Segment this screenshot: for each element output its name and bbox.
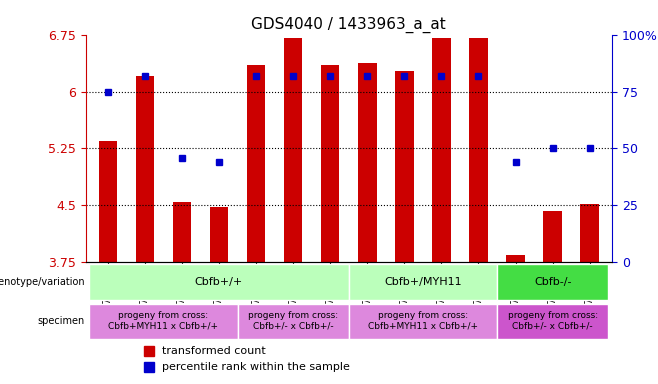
FancyBboxPatch shape bbox=[349, 303, 497, 339]
Bar bbox=[99, 141, 117, 262]
Bar bbox=[506, 255, 525, 262]
Text: Cbfb-/-: Cbfb-/- bbox=[534, 277, 571, 287]
Text: percentile rank within the sample: percentile rank within the sample bbox=[162, 362, 350, 372]
FancyBboxPatch shape bbox=[238, 303, 349, 339]
Bar bbox=[172, 202, 191, 262]
FancyBboxPatch shape bbox=[497, 264, 608, 300]
Bar bbox=[469, 38, 488, 262]
Bar bbox=[284, 38, 303, 262]
Bar bbox=[210, 207, 228, 262]
FancyBboxPatch shape bbox=[89, 264, 349, 300]
Text: genotype/variation: genotype/variation bbox=[0, 277, 85, 287]
FancyBboxPatch shape bbox=[89, 303, 238, 339]
Text: progeny from cross:
Cbfb+MYH11 x Cbfb+/+: progeny from cross: Cbfb+MYH11 x Cbfb+/+ bbox=[368, 311, 478, 331]
Bar bbox=[432, 38, 451, 262]
FancyBboxPatch shape bbox=[349, 264, 497, 300]
Bar bbox=[247, 65, 265, 262]
Text: progeny from cross:
Cbfb+/- x Cbfb+/-: progeny from cross: Cbfb+/- x Cbfb+/- bbox=[248, 311, 338, 331]
Text: transformed count: transformed count bbox=[162, 346, 266, 356]
Bar bbox=[136, 76, 154, 262]
Bar bbox=[395, 71, 414, 262]
Title: GDS4040 / 1433963_a_at: GDS4040 / 1433963_a_at bbox=[251, 17, 446, 33]
Bar bbox=[580, 204, 599, 262]
Bar bbox=[358, 63, 376, 262]
FancyBboxPatch shape bbox=[497, 303, 608, 339]
Text: progeny from cross:
Cbfb+/- x Cbfb+/-: progeny from cross: Cbfb+/- x Cbfb+/- bbox=[507, 311, 597, 331]
Text: progeny from cross:
Cbfb+MYH11 x Cbfb+/+: progeny from cross: Cbfb+MYH11 x Cbfb+/+ bbox=[109, 311, 218, 331]
Text: Cbfb+/+: Cbfb+/+ bbox=[195, 277, 243, 287]
Text: specimen: specimen bbox=[38, 316, 85, 326]
Bar bbox=[544, 211, 562, 262]
Text: Cbfb+/MYH11: Cbfb+/MYH11 bbox=[384, 277, 462, 287]
Bar bbox=[321, 65, 340, 262]
